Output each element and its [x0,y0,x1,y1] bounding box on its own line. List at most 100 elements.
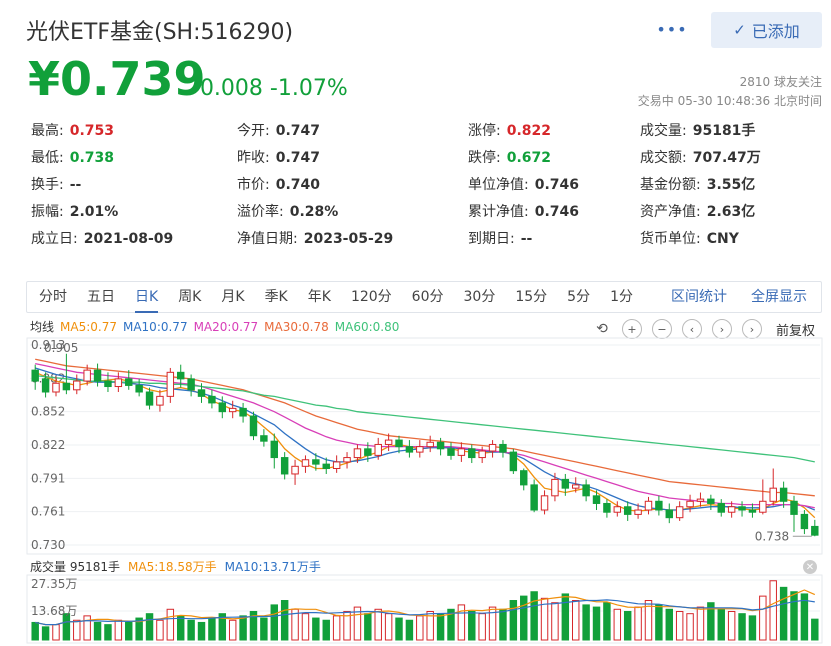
volume-bar [384,613,393,641]
candle-body [811,525,819,536]
y-tick-label: 0.730 [31,538,65,552]
reset-icon[interactable]: ⟲ [596,321,608,337]
stat-item: 最高: 0.753 [31,120,114,140]
candle-body [104,380,112,388]
stat-value: -- [520,231,533,247]
volume-bar [218,613,227,641]
tab-1分[interactable]: 1分 [610,289,633,305]
stat-value: 3.55亿 [706,177,756,193]
volume-bar [551,602,559,641]
tab-月K[interactable]: 月K [221,289,245,305]
volume-bar [73,619,81,641]
candle-body [41,378,50,393]
volume-bar [790,591,798,641]
stat-item: 成立日: 2021-08-09 [31,228,173,248]
stat-item: 换手: -- [31,174,81,194]
stat-value: 0.746 [534,204,580,220]
tab-五日[interactable]: 五日 [87,289,115,305]
candle-body [457,448,466,456]
close-volume-icon[interactable]: ✕ [803,560,817,574]
candle-body [717,502,725,513]
volume-bar [177,615,185,641]
ma-legend: 均线 MA5:0.77 MA10:0.77 MA20:0.77 MA30:0.78 MA6… [30,318,405,335]
tab-分时[interactable]: 分时 [39,289,67,305]
adjust-mode-label[interactable]: 前复权 [776,323,816,339]
high-label: 0.905 [44,341,78,355]
candle-body [208,395,216,404]
candle-body [353,448,362,459]
volume-bar [239,615,247,641]
tab-120分[interactable]: 120分 [350,289,392,305]
candle-body [727,506,736,513]
candle-body [613,506,622,513]
volume-bar [312,617,320,641]
volume-bar [249,610,258,641]
volume-bar [135,617,143,641]
volume-bar [260,617,268,641]
volume-bar [811,618,819,641]
tab-60分[interactable]: 60分 [411,289,444,305]
volume-bar [696,606,705,641]
stat-value: 707.47万 [692,150,761,166]
volume-bar [364,613,372,641]
volume-bar [769,580,777,641]
tab-年K[interactable]: 年K [307,289,331,305]
legend-entry: 均线 [30,320,55,334]
follow-button-label: 已添加 [751,22,800,41]
stat-value: CNY [706,231,739,247]
candle-body [696,498,705,502]
stat-label: 换手: [31,177,64,193]
candle-body [509,451,518,472]
volume-bar [582,604,590,641]
low-label: 0.738 [755,529,789,543]
volume-bar [665,608,673,641]
volume-bar [561,593,570,641]
candle-body [634,509,642,515]
volume-bar [623,610,632,641]
stat-value: 2021-08-09 [83,231,174,247]
follow-button[interactable]: ✓ 已添加 [711,12,822,48]
stat-item: 到期日: -- [468,228,532,248]
candle-body [644,500,653,511]
tab-周K[interactable]: 周K [178,289,202,305]
candle-body [520,470,528,486]
volume-bar [717,608,725,641]
candle-body [145,391,154,406]
tab-5分[interactable]: 5分 [567,289,591,305]
candle-body [655,500,663,511]
range-stats-link[interactable]: 区间统计 [671,289,727,305]
tab-季K[interactable]: 季K [264,289,288,305]
volume-bar [405,619,414,641]
candle-body [364,448,372,456]
candle-body [228,407,237,413]
fullscreen-link[interactable]: 全屏显示 [751,289,807,305]
candle-body [779,487,788,502]
chart-controls: ⟲ + − ‹ › › 前复权 [592,319,815,339]
tab-15分[interactable]: 15分 [515,289,548,305]
tab-30分[interactable]: 30分 [463,289,496,305]
candle-body [83,369,91,382]
volume-bar [644,600,653,641]
volume-chart-frame [26,574,823,644]
candle-body [239,407,247,417]
volume-bar [634,606,642,641]
more-options-button[interactable]: ••• [656,19,688,39]
stat-value: 2.63亿 [706,204,756,220]
change-percent: -1.07% [269,76,348,101]
volume-bar [125,621,133,641]
stat-label: 市价: [237,177,270,193]
volume-bar [478,613,486,641]
volume-bar [156,619,164,641]
volume-bar [426,610,434,641]
volume-bar [374,608,382,641]
volume-bar [343,610,351,641]
candle-body [218,402,227,413]
stat-item: 成交额: 707.47万 [640,147,761,167]
tab-日K[interactable]: 日K [135,282,159,313]
volume-bar [520,595,528,641]
candle-body [322,463,330,469]
candle-body [332,461,341,469]
ma-line-ma10 [35,367,816,511]
candle-body [426,441,434,448]
